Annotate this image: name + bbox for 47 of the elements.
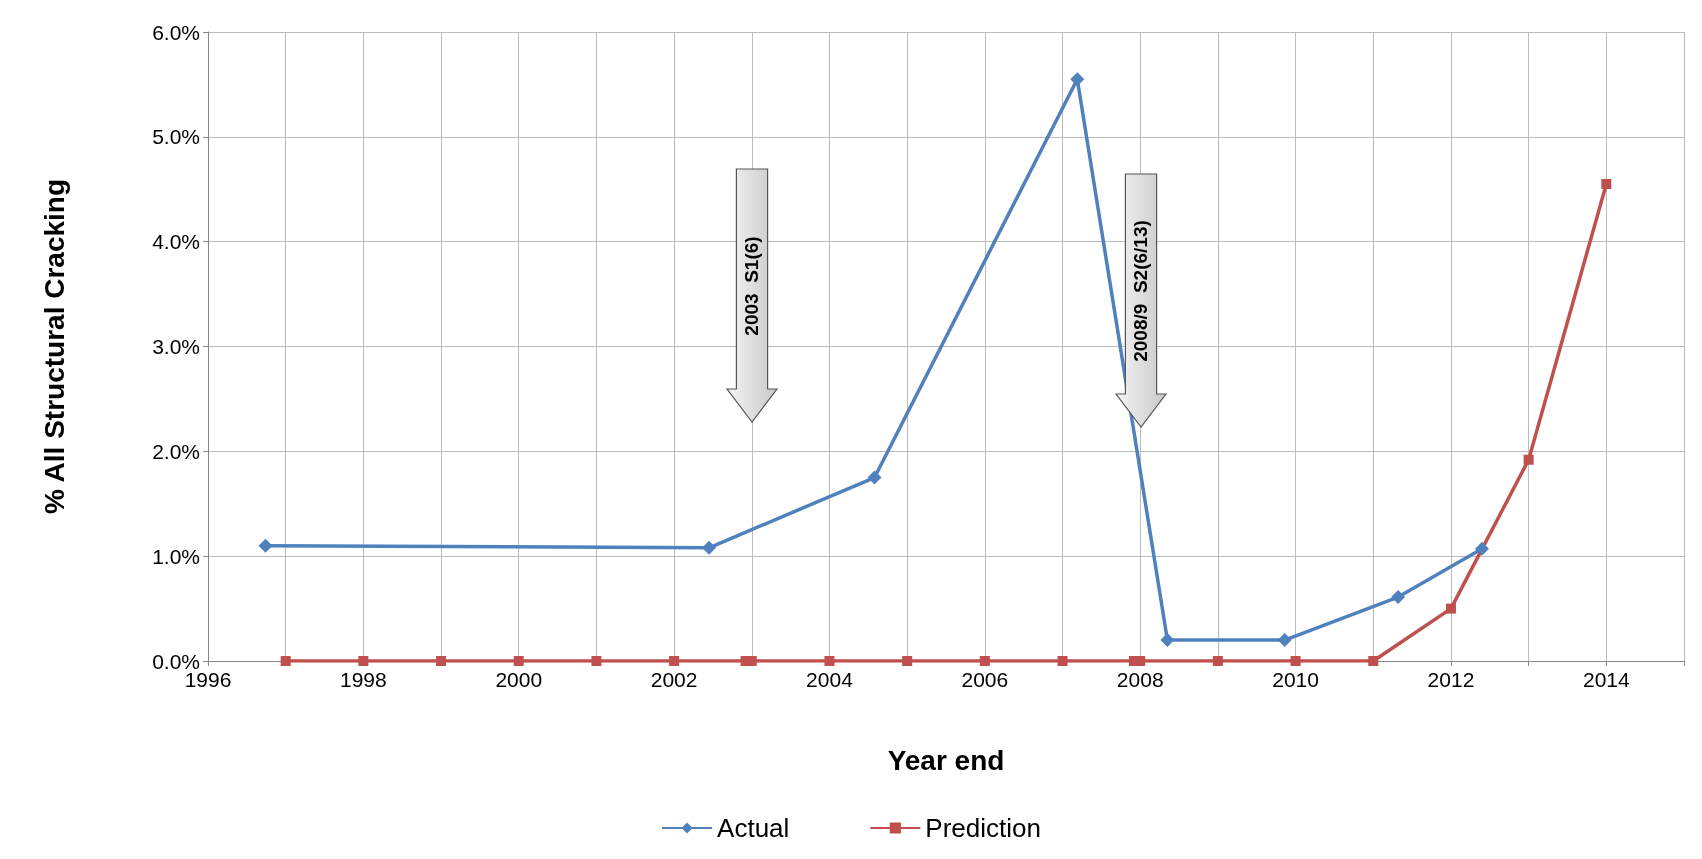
point <box>358 656 369 666</box>
legend-label: Actual <box>717 813 790 843</box>
point <box>1368 656 1379 666</box>
point <box>1290 656 1301 666</box>
point <box>1475 541 1490 556</box>
point <box>702 540 717 555</box>
y-tick-label: 1.0% <box>152 544 200 568</box>
x-tick-label: 2004 <box>806 668 854 691</box>
x-tick-label: 2006 <box>961 668 1009 691</box>
annotation: 2008/9 S2(6/13) <box>1130 219 1152 362</box>
x-tick-label: 2010 <box>1272 668 1319 691</box>
legend-label: Prediction <box>925 813 1041 843</box>
point <box>1523 454 1534 465</box>
point <box>1160 633 1175 648</box>
arrow: 2003 S1(6) <box>726 168 778 423</box>
x-tick-label: 2000 <box>495 668 543 691</box>
point <box>979 656 990 666</box>
arrow: 2008/9 S2(6/13) <box>1115 173 1167 428</box>
y-tick-label: 4.0% <box>152 230 200 254</box>
point <box>280 656 291 666</box>
point <box>1601 179 1612 190</box>
x-axis-title: Year end <box>887 744 1005 776</box>
y-tick-label: 6.0% <box>152 20 200 44</box>
y-tick-label: 5.0% <box>152 125 200 149</box>
point <box>902 656 913 666</box>
point <box>1391 590 1406 605</box>
point <box>1445 603 1456 614</box>
x-tick-label: 2012 <box>1427 668 1475 691</box>
annotation: 2003 S1(6) <box>741 235 763 336</box>
y-axis-title: % All Structural Cracking <box>38 178 70 515</box>
x-tick-label: 2014 <box>1582 668 1630 691</box>
point <box>1070 72 1085 87</box>
point <box>513 656 524 666</box>
point <box>1277 633 1292 648</box>
y-tick-label: 3.0% <box>152 335 200 358</box>
x-tick-label: 2002 <box>650 668 698 691</box>
point <box>1212 656 1223 666</box>
point <box>669 656 680 666</box>
y-tick-label: 2.0% <box>152 439 200 463</box>
point <box>824 656 835 666</box>
point <box>1057 656 1068 666</box>
point <box>258 538 273 553</box>
point <box>591 656 602 666</box>
point <box>867 470 882 485</box>
point <box>436 656 447 666</box>
x-tick-label: 2008 <box>1116 668 1164 691</box>
x-tick-label: 1998 <box>340 668 387 691</box>
